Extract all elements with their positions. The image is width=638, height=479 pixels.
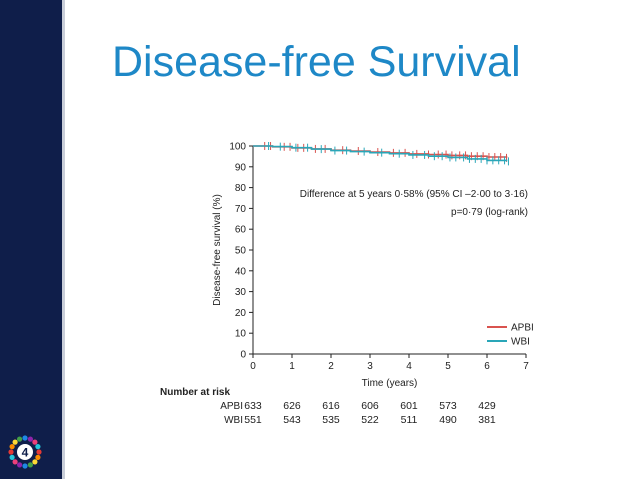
risk-row-label-apbi: APBI [220, 401, 243, 412]
x-tick-label: 0 [250, 361, 256, 372]
y-tick-label: 50 [235, 246, 247, 257]
badge-dot [27, 462, 33, 468]
series-line-wbi [253, 145, 508, 162]
risk-value-apbi: 429 [478, 400, 496, 412]
y-tick-label: 100 [229, 142, 246, 153]
badge-core [17, 444, 33, 460]
badge-dot [17, 436, 23, 442]
badge-dot [12, 439, 18, 445]
y-tick-label: 90 [235, 162, 247, 173]
badge-dot [35, 444, 41, 450]
x-tick-label: 2 [328, 361, 334, 372]
x-tick-label: 7 [523, 361, 529, 372]
x-axis-label: Time (years) [362, 378, 418, 389]
risk-value-wbi: 551 [244, 414, 262, 426]
badge-dot [12, 459, 18, 465]
badge-dot [9, 444, 15, 450]
legend-label-apbi: APBI [511, 323, 534, 334]
badge-dot [32, 459, 38, 465]
risk-value-apbi: 601 [400, 400, 418, 412]
badge-dot [22, 463, 28, 469]
y-tick-label: 40 [235, 266, 247, 277]
risk-value-apbi: 633 [244, 400, 262, 412]
slide-title: Disease-free Survival [112, 38, 521, 86]
y-tick-label: 10 [235, 329, 247, 340]
risk-value-wbi: 381 [478, 414, 496, 426]
risk-value-wbi: 522 [361, 414, 379, 426]
annotation-p-value: p=0·79 (log-rank) [451, 207, 528, 218]
badge-dot [8, 449, 14, 455]
risk-value-apbi: 626 [283, 400, 301, 412]
risk-value-apbi: 616 [322, 400, 340, 412]
x-tick-label: 3 [367, 361, 373, 372]
y-axis-label: Disease-free survival (%) [212, 194, 223, 306]
survival-chart: 0 10 20 30 40 50 60 70 80 90 100 0 1 2 3 4 5 6 7 Time (year… [160, 142, 534, 427]
y-tick-label: 70 [235, 204, 247, 215]
sidebar-edge [62, 0, 65, 479]
badge-dot [32, 439, 38, 445]
y-tick-label: 80 [235, 183, 247, 194]
badge-dot [9, 454, 15, 460]
risk-value-wbi: 511 [401, 414, 418, 426]
sidebar-band [0, 0, 62, 479]
x-tick-label: 6 [484, 361, 490, 372]
slide-badge: 4 [8, 435, 42, 469]
x-tick-label: 4 [406, 361, 412, 372]
slide-number: 4 [22, 446, 29, 460]
legend-label-wbi: WBI [511, 337, 530, 348]
badge-dot [22, 435, 28, 441]
y-tick-label: 30 [235, 287, 247, 298]
risk-value-wbi: 490 [439, 414, 457, 426]
badge-dot [36, 449, 42, 455]
y-tick-label: 20 [235, 308, 247, 319]
x-tick-label: 1 [289, 361, 295, 372]
badge-dot [27, 436, 33, 442]
y-tick-label: 0 [240, 350, 246, 361]
risk-value-apbi: 606 [361, 400, 379, 412]
x-tick-label: 5 [445, 361, 451, 372]
annotation-difference: Difference at 5 years 0·58% (95% CI –2·0… [300, 189, 528, 200]
y-tick-label: 60 [235, 225, 247, 236]
risk-value-wbi: 535 [322, 414, 340, 426]
badge-dot [35, 454, 41, 460]
badge-dot [17, 462, 23, 468]
risk-row-label-wbi: WBI [224, 415, 243, 426]
risk-value-apbi: 573 [439, 400, 457, 412]
risk-value-wbi: 543 [283, 414, 301, 426]
risk-table-title: Number at risk [160, 387, 230, 398]
